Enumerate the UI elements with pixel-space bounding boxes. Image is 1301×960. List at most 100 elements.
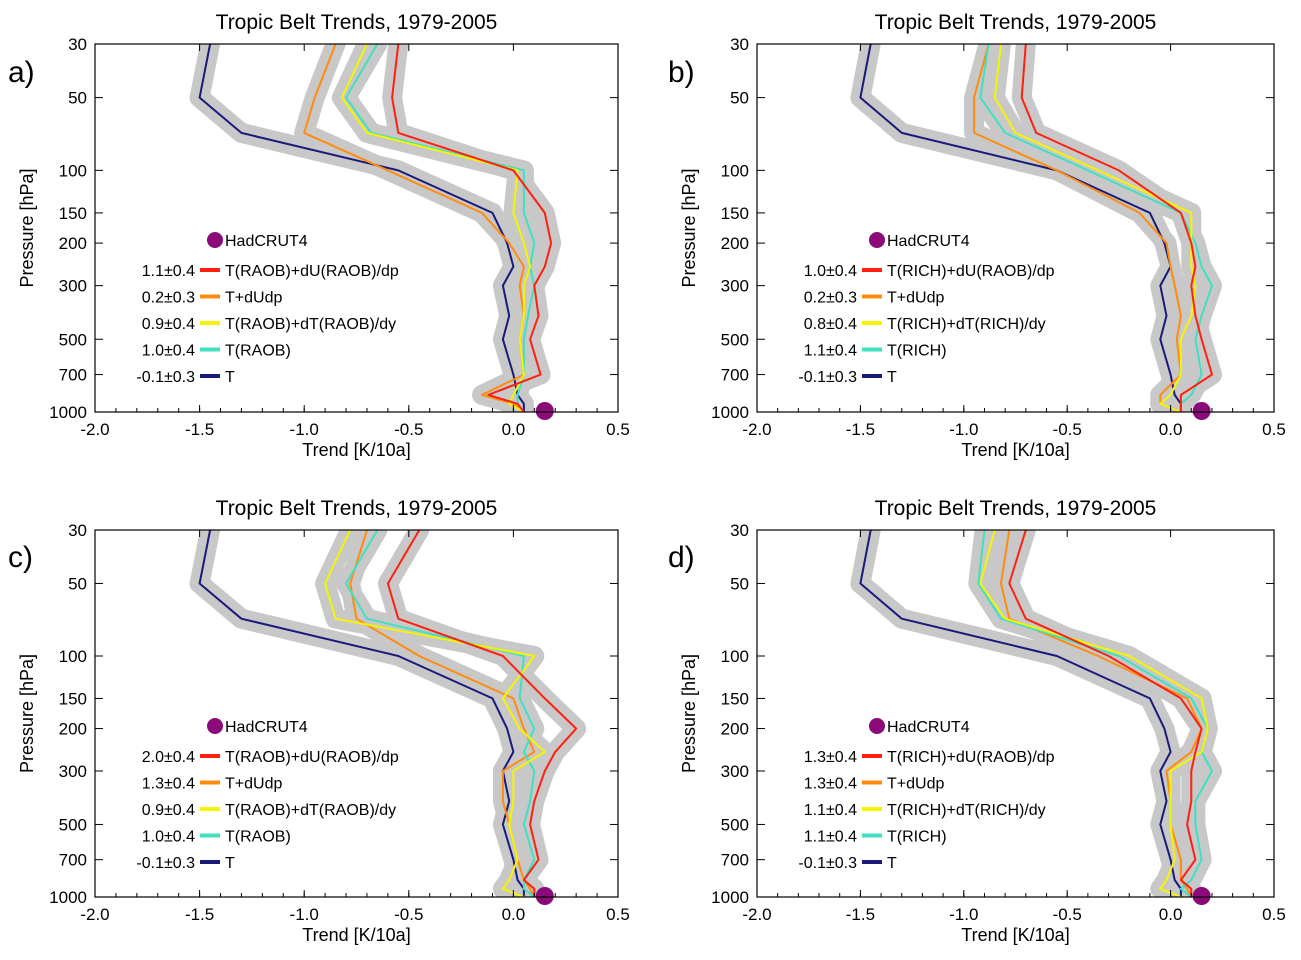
x-tick-label: -2.0 xyxy=(742,420,771,439)
x-tick-label: 0.0 xyxy=(1159,905,1183,924)
x-tick-label: -1.0 xyxy=(290,420,319,439)
legend-value-label: 1.0±0.4 xyxy=(142,343,195,360)
legend-value-label: 0.2±0.3 xyxy=(142,290,195,307)
x-tick-label: -0.5 xyxy=(1053,420,1082,439)
plot-frame xyxy=(756,529,1275,898)
series-line-1 xyxy=(973,44,1182,412)
series-line-4 xyxy=(859,530,1182,897)
legend-hadcrut4-label: HadCRUT4 xyxy=(887,719,970,736)
y-tick-label: 50 xyxy=(730,574,749,593)
x-tick-label: 0.5 xyxy=(606,905,630,924)
series-line-2 xyxy=(340,44,532,412)
legend-series-label: T(RICH)+dU(RAOB)/dp xyxy=(887,263,1055,280)
series-line-0 xyxy=(1020,44,1213,412)
legend-value-label: -0.1±0.3 xyxy=(136,855,195,872)
x-tick-label: -1.5 xyxy=(846,905,875,924)
series-line-2 xyxy=(979,530,1209,897)
legend-value-label: 0.8±0.4 xyxy=(804,316,857,333)
y-tick-label: 150 xyxy=(721,204,749,223)
series-line-0 xyxy=(1008,530,1203,897)
legend-series-label: T xyxy=(225,369,235,386)
y-tick-label: 700 xyxy=(721,851,749,870)
y-tick-label: 300 xyxy=(721,762,749,781)
y-tick-label: 200 xyxy=(721,720,749,739)
y-tick-label: 700 xyxy=(59,851,87,870)
hadcrut4-marker xyxy=(535,402,554,420)
x-tick-label: -1.0 xyxy=(949,905,978,924)
legend-value-label: 2.0±0.4 xyxy=(142,749,195,766)
legend-hadcrut4-marker xyxy=(869,718,885,734)
y-tick-label: 500 xyxy=(59,815,87,834)
y-tick-label: 700 xyxy=(721,366,749,385)
x-tick-label: -1.0 xyxy=(949,420,978,439)
panel-0: -2.0 -1.5 -1.0 -0.5 0.0 0.5 30 50 100 150 200 300 50… xyxy=(8,11,630,460)
x-tick-label: -1.0 xyxy=(290,905,319,924)
y-tick-label: 500 xyxy=(721,330,749,349)
y-tick-label: 300 xyxy=(59,277,87,296)
x-tick-label: -2.0 xyxy=(80,905,109,924)
hadcrut4-marker xyxy=(1192,402,1211,420)
legend-series-label: T(RICH)+dT(RICH)/dy xyxy=(887,316,1046,333)
legend-hadcrut4-label: HadCRUT4 xyxy=(887,233,970,250)
legend-value-label: -0.1±0.3 xyxy=(798,855,857,872)
y-tick-label: 1000 xyxy=(711,888,749,907)
legend-series-label: T+dUdp xyxy=(887,290,944,307)
legend-value-label: 1.1±0.4 xyxy=(142,263,195,280)
legend-value-label: 0.2±0.3 xyxy=(804,290,857,307)
y-tick-label: 500 xyxy=(721,815,749,834)
panel-3: -2.0 -1.5 -1.0 -0.5 0.0 0.5 30 50 100 150 200 300 50… xyxy=(668,497,1286,945)
x-axis-label: Trend [K/10a] xyxy=(302,440,410,460)
legend-series-label: T(RICH)+dU(RAOB)/dp xyxy=(887,749,1055,766)
y-tick-label: 50 xyxy=(68,574,87,593)
y-tick-label: 1000 xyxy=(49,888,87,907)
legend-series-label: T(RICH)+dT(RICH)/dy xyxy=(887,802,1046,819)
legend-series-label: T(RICH) xyxy=(887,343,947,360)
legend-hadcrut4-label: HadCRUT4 xyxy=(225,719,308,736)
legend-hadcrut4-marker xyxy=(869,232,885,248)
legend-hadcrut4-marker xyxy=(207,232,223,248)
legend-value-label: 1.3±0.4 xyxy=(804,749,857,766)
series-line-3 xyxy=(977,530,1213,897)
chart-title: Tropic Belt Trends, 1979-2005 xyxy=(875,497,1157,520)
plot-area xyxy=(189,530,587,897)
x-tick-label: 0.5 xyxy=(1262,420,1286,439)
y-tick-label: 100 xyxy=(59,161,87,180)
series-line-0 xyxy=(391,44,553,412)
panel-1: -2.0 -1.5 -1.0 -0.5 0.0 0.5 30 50 100 150 200 300 50… xyxy=(668,11,1286,460)
x-tick-label: -2.0 xyxy=(742,905,771,924)
y-tick-label: 200 xyxy=(59,720,87,739)
legend-series-label: T xyxy=(887,855,897,872)
y-tick-label: 200 xyxy=(721,234,749,253)
legend-value-label: -0.1±0.3 xyxy=(798,369,857,386)
x-tick-label: 0.0 xyxy=(502,905,526,924)
uncertainty-band-0 xyxy=(377,530,587,897)
legend-value-label: 0.9±0.4 xyxy=(142,316,195,333)
y-tick-label: 1000 xyxy=(49,403,87,422)
legend-series-label: T(RAOB)+dU(RAOB)/dp xyxy=(225,263,399,280)
x-tick-label: 0.0 xyxy=(1159,420,1183,439)
legend-value-label: 0.9±0.4 xyxy=(142,802,195,819)
plot-area xyxy=(189,44,562,412)
legend-series-label: T+dUdp xyxy=(225,776,282,793)
panel-label: a) xyxy=(8,56,35,89)
legend-value-label: 1.3±0.4 xyxy=(804,776,857,793)
y-tick-label: 30 xyxy=(68,521,87,540)
y-axis-label: Pressure [hPa] xyxy=(17,168,37,287)
y-tick-label: 200 xyxy=(59,234,87,253)
y-tick-label: 50 xyxy=(730,89,749,108)
hadcrut4-marker xyxy=(535,887,554,905)
plot-area xyxy=(850,530,1222,897)
x-tick-label: 0.0 xyxy=(502,420,526,439)
y-tick-label: 100 xyxy=(721,161,749,180)
plot-frame xyxy=(756,43,1275,413)
series-line-4 xyxy=(198,530,525,897)
series-line-4 xyxy=(859,44,1182,412)
y-tick-label: 50 xyxy=(68,89,87,108)
y-axis-label: Pressure [hPa] xyxy=(679,168,699,287)
legend-value-label: 1.3±0.4 xyxy=(142,776,195,793)
legend-series-label: T(RICH) xyxy=(887,829,947,846)
y-tick-label: 30 xyxy=(730,35,749,54)
legend-value-label: 1.1±0.4 xyxy=(804,829,857,846)
series-line-3 xyxy=(979,44,1213,412)
